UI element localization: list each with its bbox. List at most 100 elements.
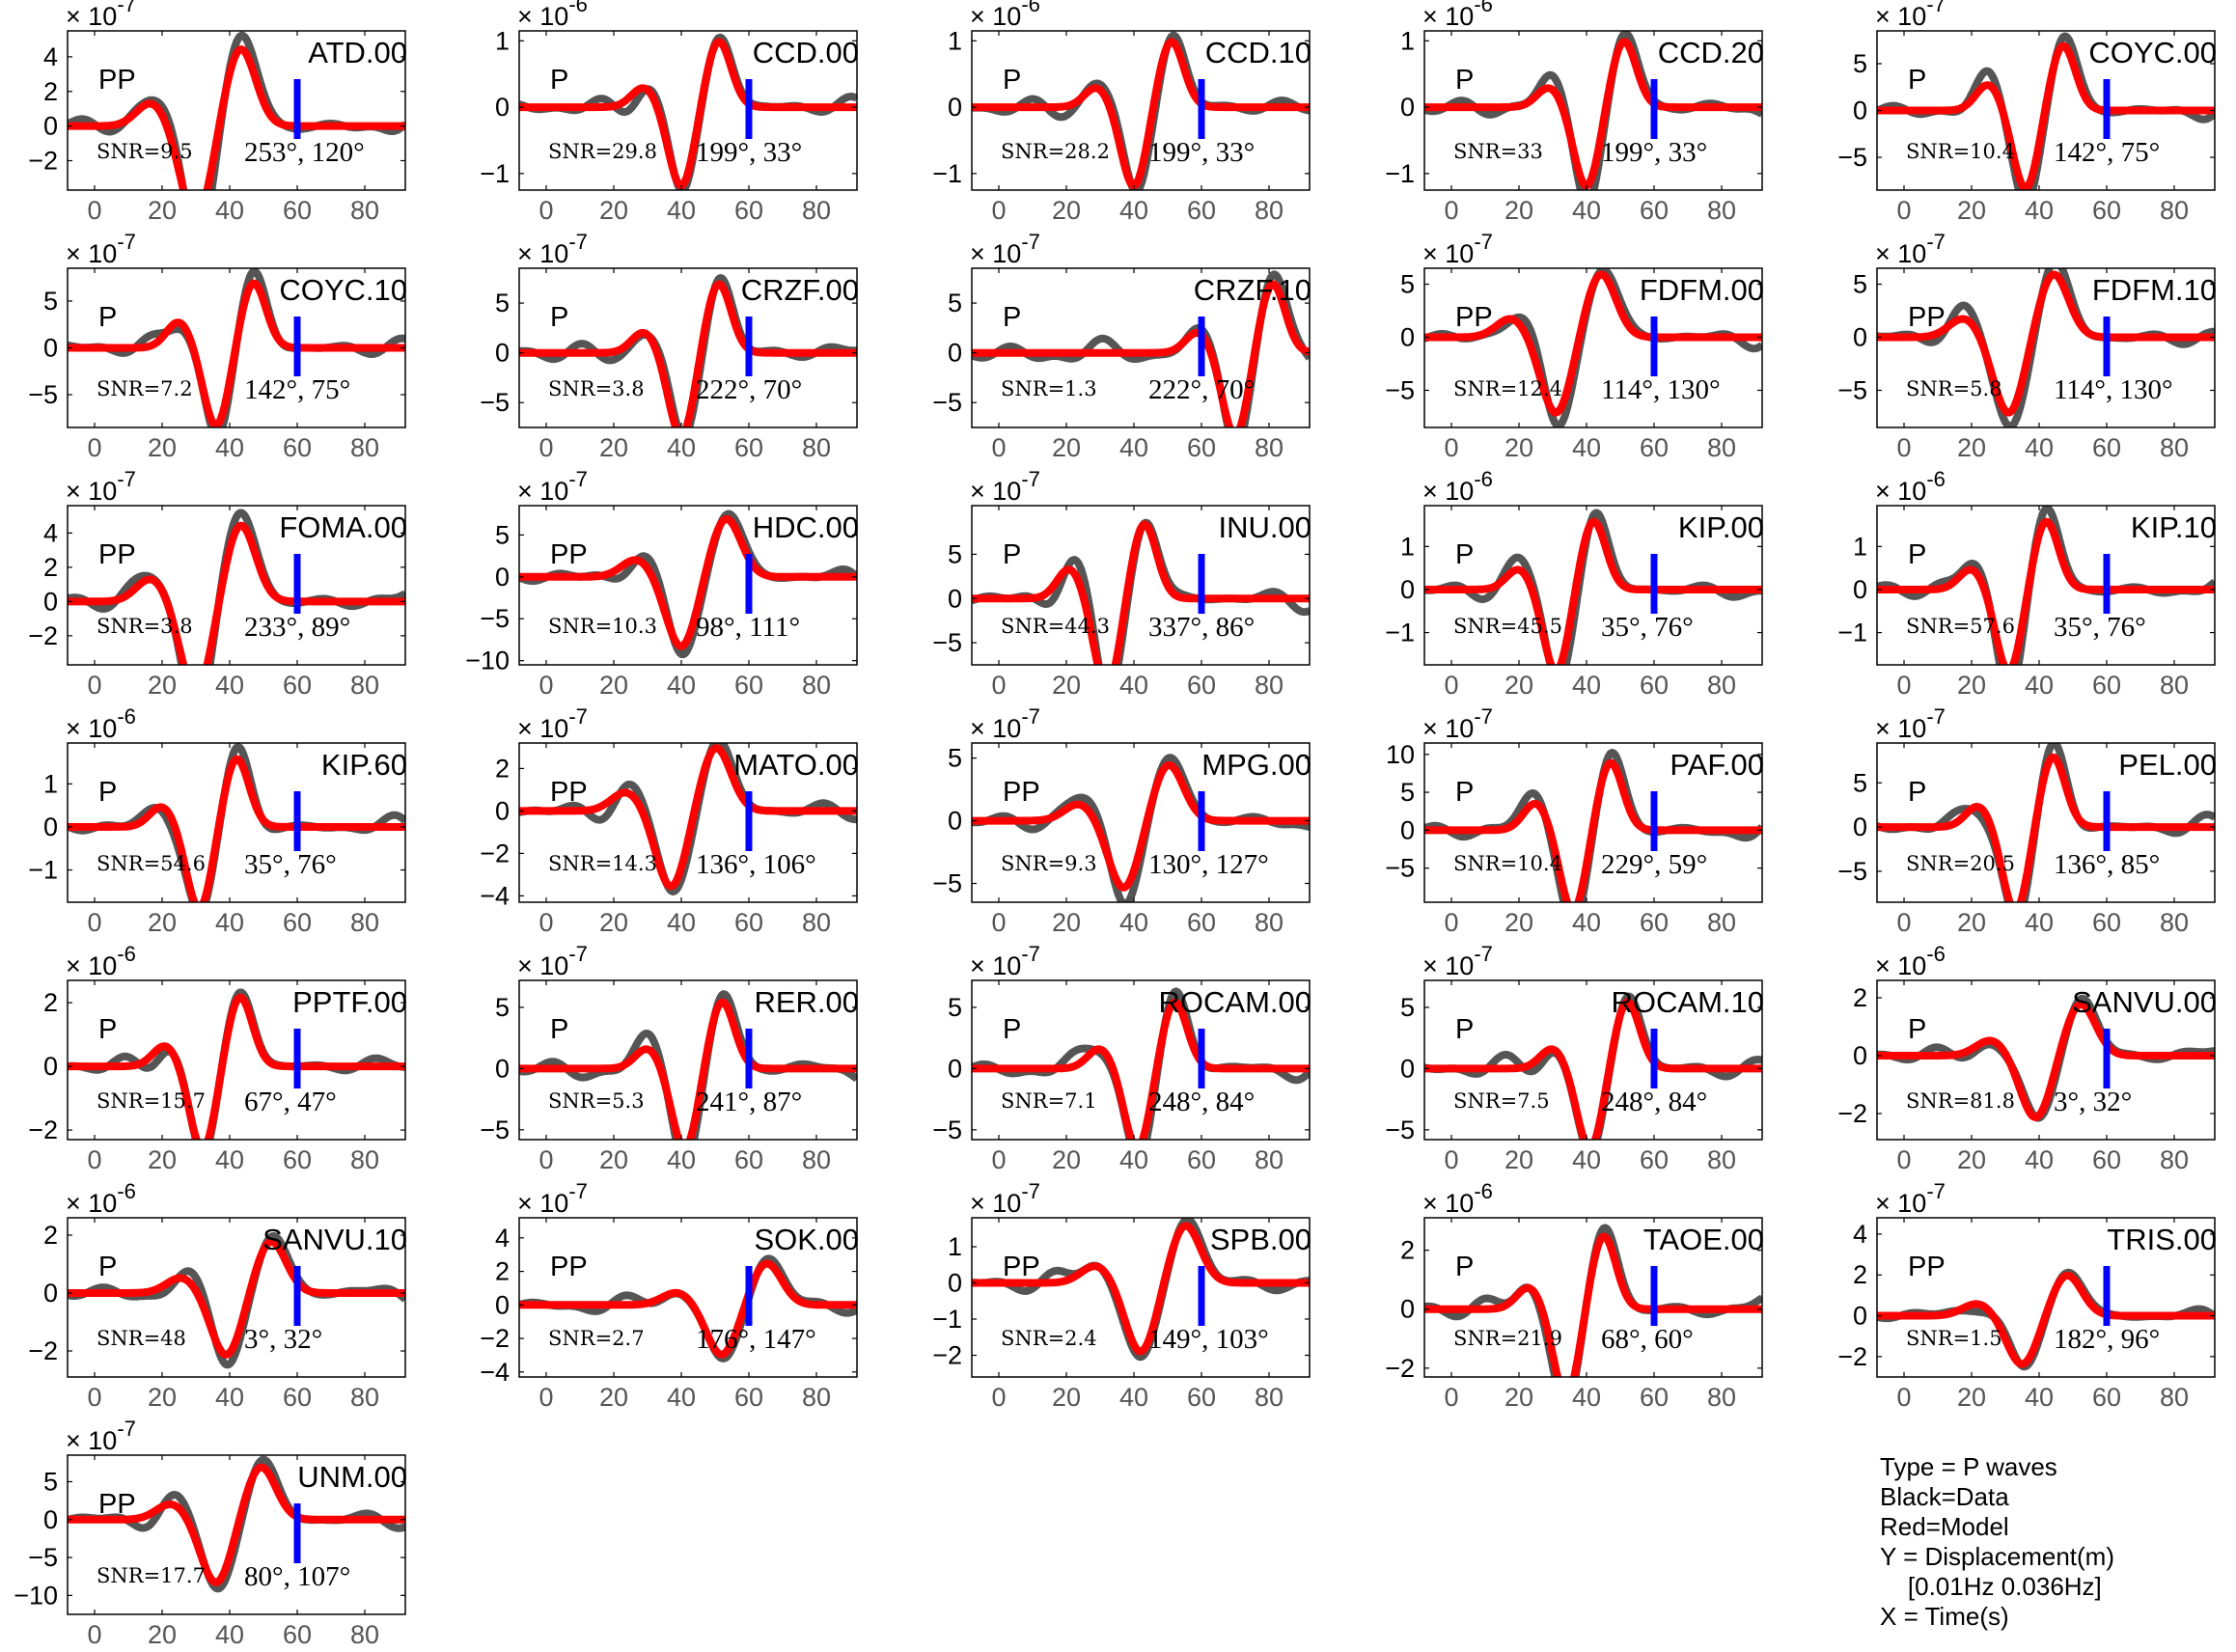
- snr-label: SNR=9.3: [1001, 852, 1097, 875]
- panel-axes: [1876, 979, 2216, 1141]
- x-tick-label: 0: [1444, 433, 1458, 462]
- exponent-base: × 10: [517, 951, 568, 980]
- model-trace: [1424, 517, 1762, 665]
- snr-label: SNR=3.8: [97, 615, 193, 638]
- azimuth-takeoff-label: 229°, 59°: [1601, 849, 1707, 880]
- y-tick-label: 0: [948, 1054, 962, 1083]
- y-exponent-label: × 10-7: [66, 230, 136, 268]
- y-exponent-label: × 10-6: [1422, 0, 1493, 31]
- x-tick-label: 0: [991, 196, 1006, 225]
- x-tick-label: 40: [2025, 196, 2054, 225]
- phase-label: P: [550, 1014, 568, 1045]
- exponent-power: -7: [1021, 942, 1040, 966]
- phase-label: PP: [1003, 777, 1040, 808]
- waveform-panel: 0 20 40 60 80 −1 0 1 × 10-6 P CCD.10 SNR=28.2 199°, …: [932, 0, 1311, 225]
- x-tick-label: 60: [1187, 1145, 1216, 1174]
- waveform-panel: 0 20 40 60 80 −1 0 1× 10-6 P CCD.20 SNR=33 199°, 33…: [1385, 0, 1764, 225]
- x-tick-label: 0: [991, 908, 1006, 937]
- station-label: CRZF.10: [1194, 273, 1311, 307]
- y-exponent-label: × 10-7: [517, 942, 588, 980]
- panel-traces: [68, 1231, 405, 1369]
- azimuth-takeoff-label: 130°, 127°: [1148, 849, 1269, 880]
- station-label: CRZF.00: [741, 273, 859, 307]
- x-tick-label: 40: [215, 1383, 244, 1412]
- azimuth-takeoff-label: 98°, 111°: [696, 612, 800, 643]
- snr-label: SNR=54.6: [97, 852, 206, 875]
- model-trace: [519, 38, 857, 190]
- y-tick-label: 2: [495, 1257, 510, 1286]
- y-exponent-label: × 10-7: [517, 1179, 588, 1218]
- snr-label: SNR=15.7: [97, 1089, 206, 1113]
- x-tick-label: 0: [991, 1383, 1006, 1412]
- exponent-power: -7: [1926, 0, 1946, 16]
- panel-axes: [1876, 742, 2216, 903]
- x-tick-label: 20: [1052, 196, 1081, 225]
- y-tick-label: 0: [1853, 812, 1867, 841]
- y-tick-label: −5: [1837, 143, 1867, 172]
- x-tick-label: 80: [2160, 671, 2189, 700]
- data-trace: [68, 509, 405, 665]
- x-tick-label: 20: [1957, 908, 1986, 937]
- y-tick-label: −2: [28, 1336, 58, 1365]
- exponent-power: -6: [117, 704, 136, 729]
- station-label: CCD.10: [1205, 36, 1311, 69]
- y-tick-label: 0: [948, 93, 962, 122]
- phase-label: P: [98, 1014, 117, 1045]
- y-exponent-label: × 10-7: [517, 704, 588, 743]
- exponent-power: -7: [1474, 230, 1493, 254]
- x-tick-label: 0: [1444, 671, 1458, 700]
- y-tick-label: 0: [1400, 323, 1415, 352]
- x-tick-label: 80: [802, 433, 831, 462]
- snr-label: SNR=5.3: [548, 1089, 645, 1113]
- y-tick-label: −5: [480, 388, 510, 417]
- y-tick-label: 0: [43, 812, 58, 841]
- panel-axes: [1423, 742, 1763, 903]
- y-tick-label: 0: [1400, 1054, 1415, 1083]
- snr-label: SNR=10.4: [1906, 140, 2015, 163]
- exponent-base: × 10: [66, 2, 117, 31]
- model-trace: [972, 38, 1310, 190]
- figure-legend: Type = P waves Black=Data Red=Model Y = …: [1880, 1452, 2114, 1632]
- y-tick-label: 0: [495, 93, 510, 122]
- y-tick-label: 1: [948, 26, 962, 55]
- panel-axes: [518, 742, 858, 903]
- y-tick-label: 2: [1853, 1260, 1867, 1289]
- x-tick-label: 20: [1504, 671, 1533, 700]
- x-tick-label: 0: [538, 1383, 553, 1412]
- y-tick-label: −5: [28, 1543, 58, 1572]
- model-trace: [1877, 1271, 2215, 1368]
- x-tick-label: 80: [350, 908, 379, 937]
- panel-traces: [1424, 1224, 1762, 1377]
- x-tick-label: 60: [734, 1383, 763, 1412]
- snr-label: SNR=7.1: [1001, 1089, 1097, 1113]
- x-tick-label: 80: [802, 1145, 831, 1174]
- y-tick-label: 0: [495, 339, 510, 368]
- y-exponent-label: × 10-6: [66, 1179, 136, 1218]
- waveform-panel: 0 20 40 60 80 −5 0 5 × 10-7 P ROCAM.00 SNR=7.1 248°,…: [932, 942, 1311, 1174]
- panel-axes: [971, 979, 1311, 1141]
- model-trace: [1424, 1232, 1762, 1377]
- x-tick-label: 20: [1957, 433, 1986, 462]
- x-tick-label: 80: [350, 1383, 379, 1412]
- x-tick-label: 40: [1119, 1383, 1148, 1412]
- x-tick-label: 40: [667, 908, 696, 937]
- exponent-base: × 10: [970, 951, 1021, 980]
- panel-traces: [972, 31, 1310, 190]
- station-label: KIP.60: [321, 748, 407, 782]
- waveform-panel: 0 20 40 60 80 −2 0 2× 10-6 P TAOE.00 SNR=21.9 68°, …: [1385, 1179, 1764, 1412]
- azimuth-takeoff-label: 136°, 85°: [2054, 849, 2160, 880]
- y-tick-label: −10: [465, 647, 510, 675]
- y-tick-label: −1: [1837, 619, 1867, 647]
- x-tick-label: 40: [1119, 1145, 1148, 1174]
- y-exponent-label: × 10-7: [970, 230, 1040, 268]
- x-tick-label: 80: [2160, 196, 2189, 225]
- exponent-power: -6: [1474, 467, 1493, 491]
- x-tick-label: 80: [2160, 1145, 2189, 1174]
- x-tick-label: 40: [2025, 1145, 2054, 1174]
- y-exponent-label: × 10-6: [1422, 1179, 1493, 1218]
- x-tick-label: 0: [87, 671, 101, 700]
- x-tick-label: 40: [1119, 196, 1148, 225]
- y-tick-label: −2: [480, 839, 510, 867]
- panel-axes: [971, 1217, 1311, 1378]
- x-tick-label: 60: [1187, 908, 1216, 937]
